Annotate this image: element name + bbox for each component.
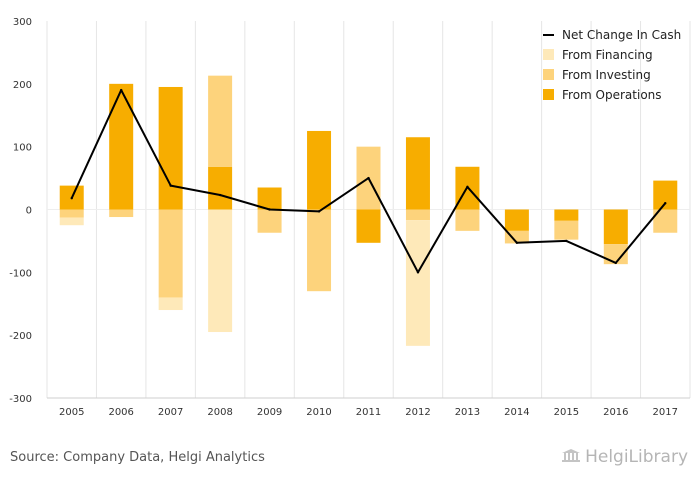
bar-from-investing xyxy=(158,209,183,298)
bar-from-operations xyxy=(257,187,282,210)
bar-from-investing xyxy=(554,220,579,240)
bar-from-investing xyxy=(405,209,430,221)
x-tick-label: 2009 xyxy=(257,407,282,418)
source-note: Source: Company Data, Helgi Analytics xyxy=(10,450,265,465)
legend-label: From Investing xyxy=(562,68,651,82)
net-change-point xyxy=(367,176,370,180)
x-tick-label: 2015 xyxy=(554,407,579,418)
line-layer xyxy=(70,88,667,274)
net-change-point xyxy=(416,271,420,274)
bar-from-operations xyxy=(653,180,678,210)
net-change-point xyxy=(70,196,73,200)
x-tick-label: 2012 xyxy=(405,407,430,418)
bar-from-operations xyxy=(208,166,233,210)
legend-box-swatch xyxy=(543,49,554,60)
bar-from-investing xyxy=(109,209,134,218)
bar-from-operations xyxy=(158,86,183,210)
bar-from-investing xyxy=(59,209,84,218)
bar-from-investing xyxy=(504,230,529,244)
bar-from-operations xyxy=(405,137,430,210)
y-tick-label: -200 xyxy=(9,331,32,342)
legend-label: Net Change In Cash xyxy=(562,28,681,42)
x-tick-label: 2016 xyxy=(603,407,628,418)
y-tick-label: -100 xyxy=(9,268,32,279)
x-tick-label: 2006 xyxy=(108,407,133,418)
y-tick-label: 100 xyxy=(13,143,32,154)
net-change-point xyxy=(317,210,321,213)
bar-from-operations xyxy=(307,130,332,210)
bar-from-operations xyxy=(504,209,529,231)
bar-from-operations xyxy=(356,209,381,243)
bar-from-investing xyxy=(208,75,233,167)
x-tick-label: 2007 xyxy=(158,407,183,418)
library-icon xyxy=(562,449,581,462)
bar-layer xyxy=(59,75,678,346)
bar-from-investing xyxy=(257,209,282,233)
x-tick-label: 2013 xyxy=(455,407,480,418)
y-tick-label: 0 xyxy=(26,206,32,217)
legend-box-swatch xyxy=(543,89,554,100)
bar-from-financing xyxy=(208,209,233,333)
brand-name: HelgiLibrary xyxy=(585,447,688,467)
bar-from-investing xyxy=(653,209,678,233)
net-change-point xyxy=(268,208,271,211)
net-change-point xyxy=(119,88,123,92)
net-change-point xyxy=(218,193,222,197)
y-tick-label: -300 xyxy=(9,394,32,405)
x-tick-label: 2014 xyxy=(504,407,529,418)
bar-from-investing xyxy=(455,209,480,231)
bar-from-financing xyxy=(405,220,430,346)
cash-flow-chart: 300 200 100 0 -100 -200 -300 2005 2006 2007 2008 20… xyxy=(9,17,691,418)
bar-from-financing xyxy=(59,217,84,226)
x-tick-label: 2011 xyxy=(356,407,381,418)
legend: Net Change In Cash From Financing From Inv… xyxy=(543,28,681,102)
x-tick-label: 2005 xyxy=(59,407,84,418)
bar-from-investing xyxy=(307,209,332,292)
net-change-point xyxy=(614,261,618,265)
axis-layer: 300 200 100 0 -100 -200 -300 2005 2006 2007 2008 20… xyxy=(9,17,690,418)
x-tick-label: 2017 xyxy=(653,407,678,418)
brand-logo: HelgiLibrary xyxy=(561,447,688,467)
bar-from-operations xyxy=(554,209,579,221)
bar-from-operations xyxy=(109,83,134,210)
y-tick-label: 200 xyxy=(13,80,32,91)
bar-from-operations xyxy=(603,209,628,245)
legend-label: From Financing xyxy=(562,48,653,62)
x-tick-label: 2010 xyxy=(306,407,331,418)
legend-box-swatch xyxy=(543,69,554,80)
net-change-point xyxy=(169,184,172,187)
net-change-point xyxy=(466,185,469,189)
x-tick-label: 2008 xyxy=(207,407,232,418)
net-change-point xyxy=(664,202,667,205)
y-tick-label: 300 xyxy=(13,17,32,28)
bar-from-financing xyxy=(158,297,183,311)
bar-from-investing xyxy=(603,244,628,265)
net-change-point xyxy=(515,241,519,245)
legend-label: From Operations xyxy=(562,88,662,102)
net-change-point xyxy=(565,239,568,243)
